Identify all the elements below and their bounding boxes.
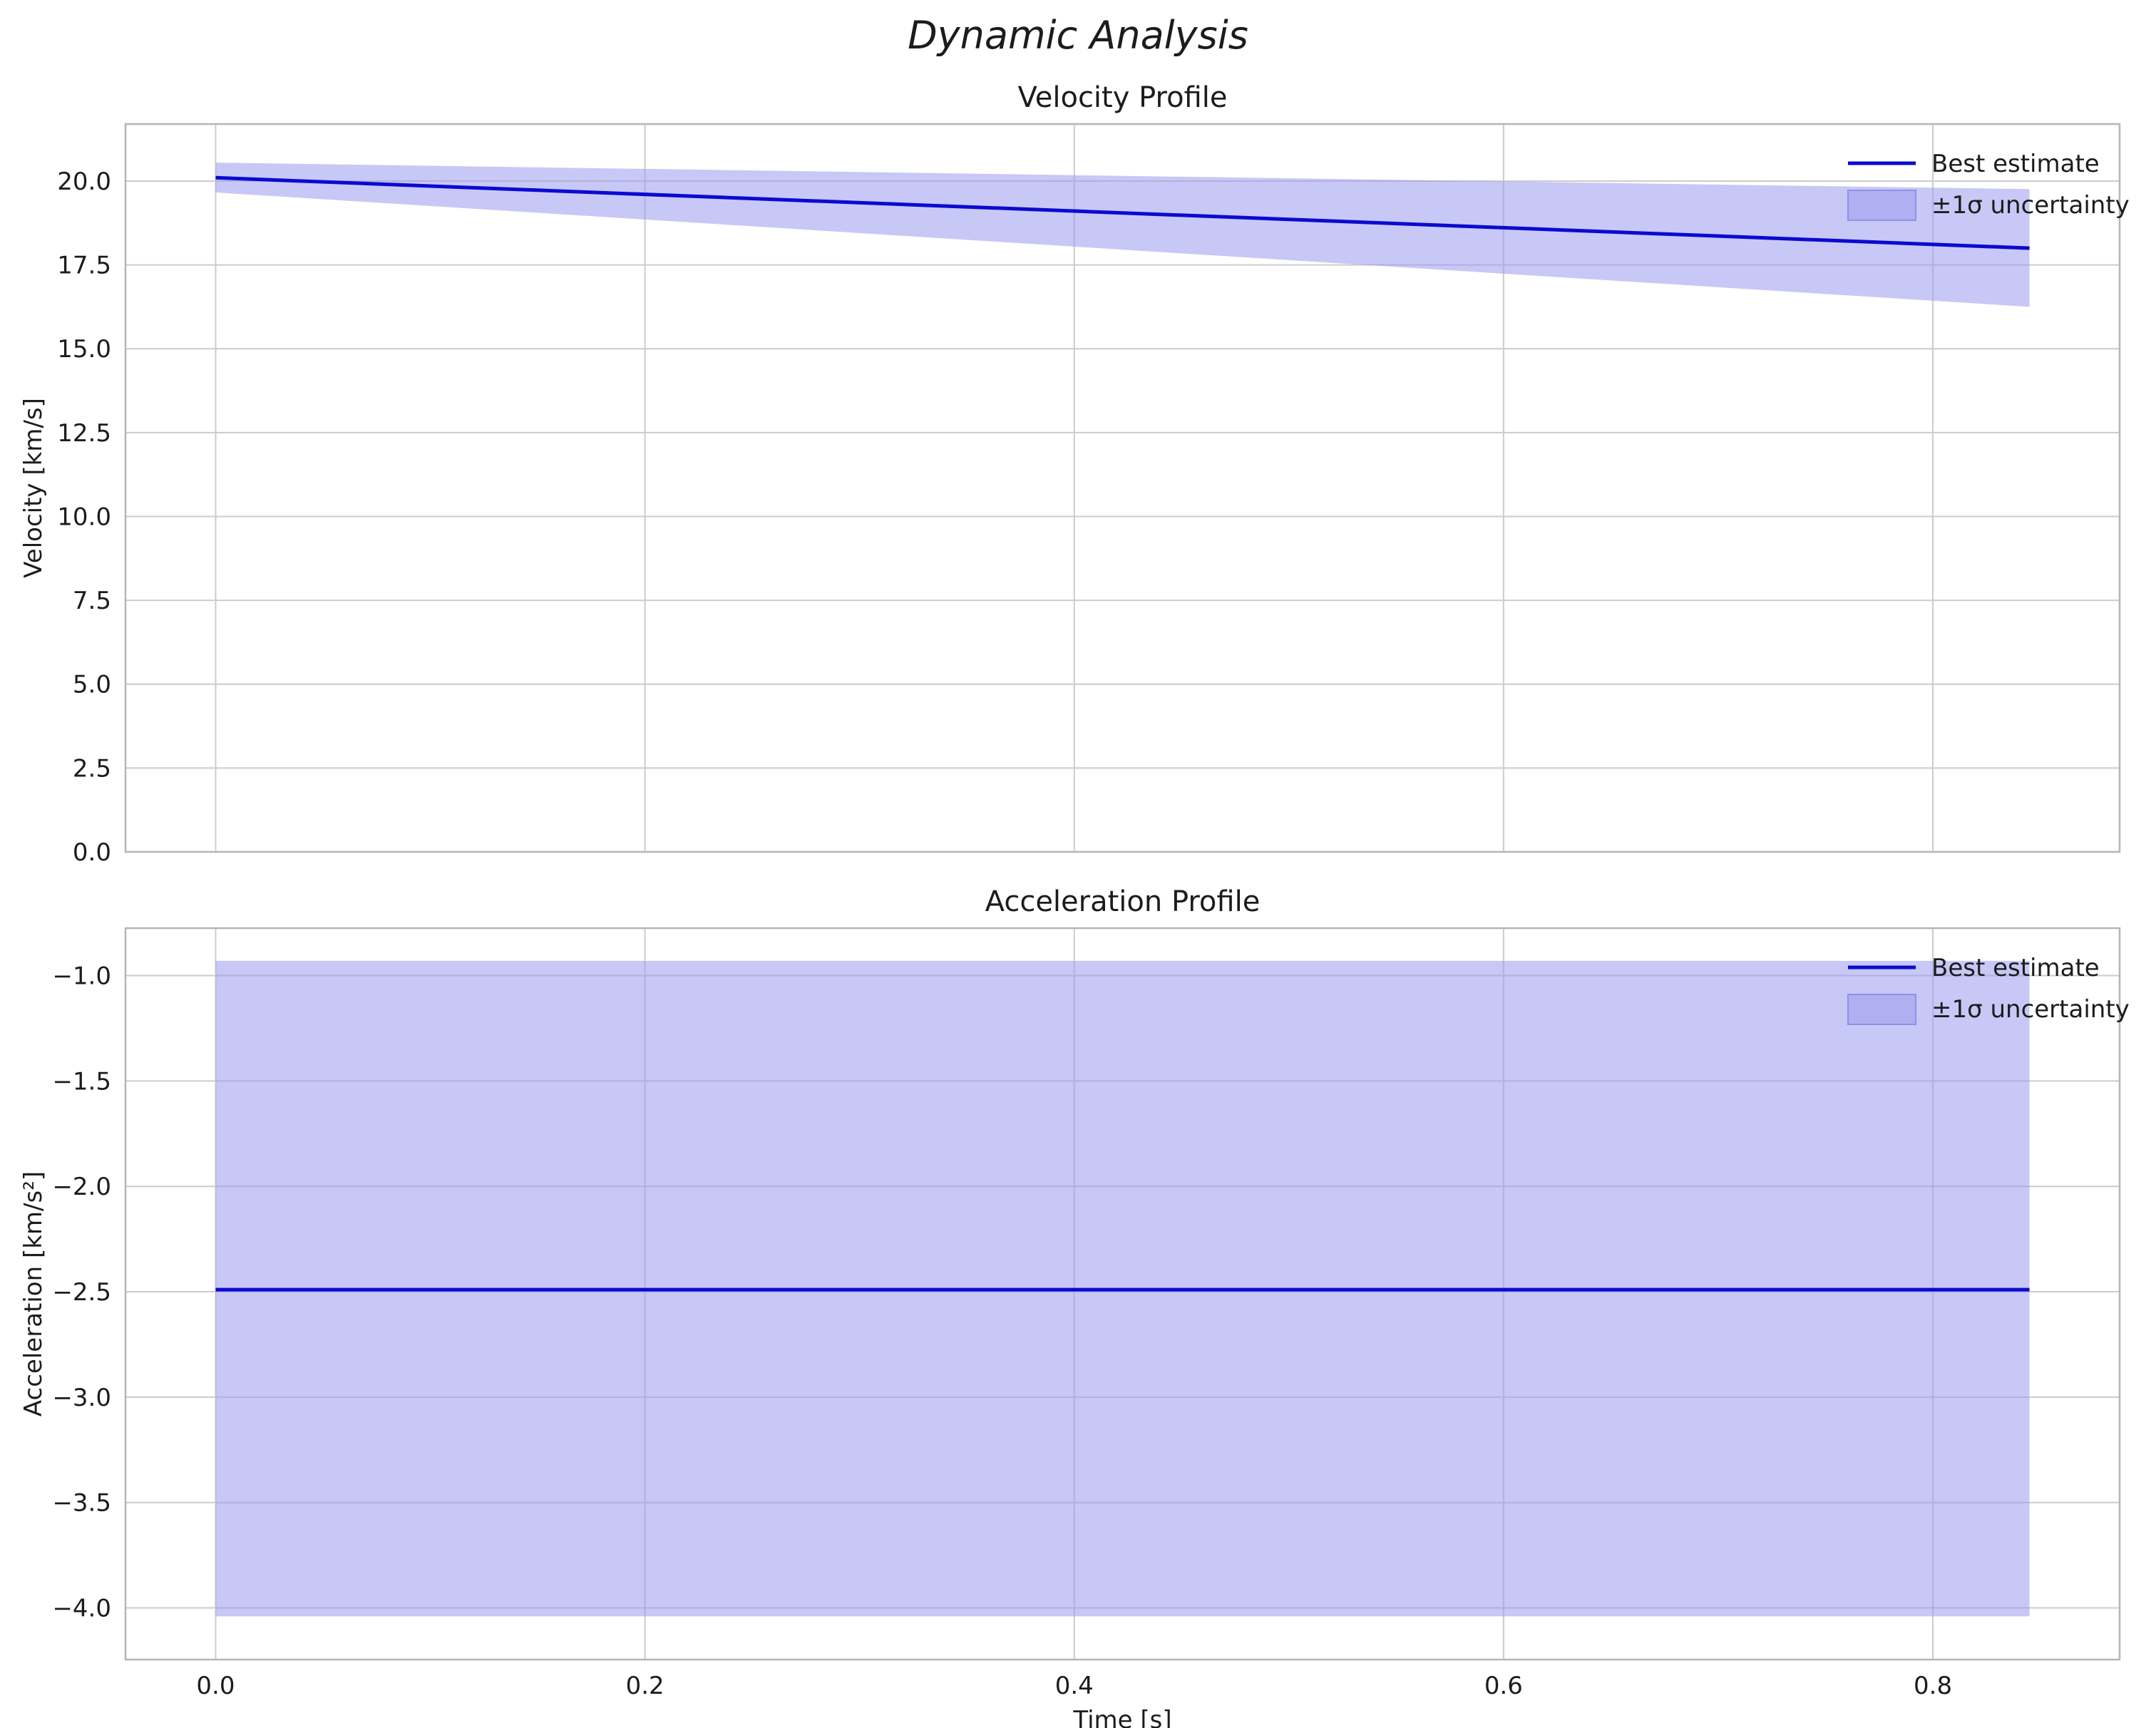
y-tick-label: −2.5 xyxy=(52,1278,111,1307)
legend-band-sample xyxy=(1847,190,1916,221)
subplot-title: Acceleration Profile xyxy=(985,885,1261,918)
best-estimate-line xyxy=(215,175,2030,250)
x-tick-label: 0.4 xyxy=(1055,1672,1094,1700)
y-tick-label: −2.0 xyxy=(52,1173,111,1201)
legend-label-uncertainty: ±1σ uncertainty xyxy=(1931,995,2130,1024)
axes-border xyxy=(124,123,2121,853)
legend-band-sample xyxy=(1847,994,1916,1025)
y-tick-label: −4.0 xyxy=(52,1595,111,1623)
y-tick-label: 7.5 xyxy=(73,587,111,615)
y-tick-label: 5.0 xyxy=(73,671,111,699)
legend-label-best-estimate: Best estimate xyxy=(1931,954,2100,982)
y-tick-label: 17.5 xyxy=(57,252,111,280)
x-tick-label: 0.8 xyxy=(1914,1672,1952,1700)
y-axis-label: Acceleration [km/s²] xyxy=(19,1171,48,1416)
subplot-title: Velocity Profile xyxy=(1017,81,1227,114)
x-axis-label: Time [s] xyxy=(1072,1706,1171,1728)
y-tick-label: 0.0 xyxy=(73,838,111,867)
x-tick-label: 0.0 xyxy=(196,1672,235,1700)
x-tick-label: 0.6 xyxy=(1484,1672,1523,1700)
y-axis-label: Velocity [km/s] xyxy=(19,398,48,578)
axes-border xyxy=(124,927,2121,1661)
y-tick-label: 10.0 xyxy=(57,503,111,531)
y-tick-label: 20.0 xyxy=(57,168,111,196)
acceleration-plot: −1.0 −1.5 −2.0 −2.5 −3.0 −3.5 −4.0 0.0 0.2 0.4 0.6… xyxy=(19,885,2130,1728)
y-tick-label: −1.0 xyxy=(52,962,111,991)
y-tick-label: −3.5 xyxy=(52,1489,111,1518)
y-tick-label: 2.5 xyxy=(73,754,111,783)
velocity-plot: 0.0 2.5 5.0 7.5 10.0 12.5 15.0 17.5 20.0 Velocity… xyxy=(19,81,2130,867)
legend-label-best-estimate: Best estimate xyxy=(1931,150,2100,178)
legend-label-uncertainty: ±1σ uncertainty xyxy=(1931,191,2130,220)
figure-title: Dynamic Analysis xyxy=(908,13,1248,58)
y-tick-label: 12.5 xyxy=(57,419,111,448)
y-tick-label: −3.0 xyxy=(52,1384,111,1412)
uncertainty-band xyxy=(215,163,2030,307)
y-tick-label: −1.5 xyxy=(52,1067,111,1096)
y-tick-label: 15.0 xyxy=(57,335,111,364)
x-tick-label: 0.2 xyxy=(626,1672,664,1700)
